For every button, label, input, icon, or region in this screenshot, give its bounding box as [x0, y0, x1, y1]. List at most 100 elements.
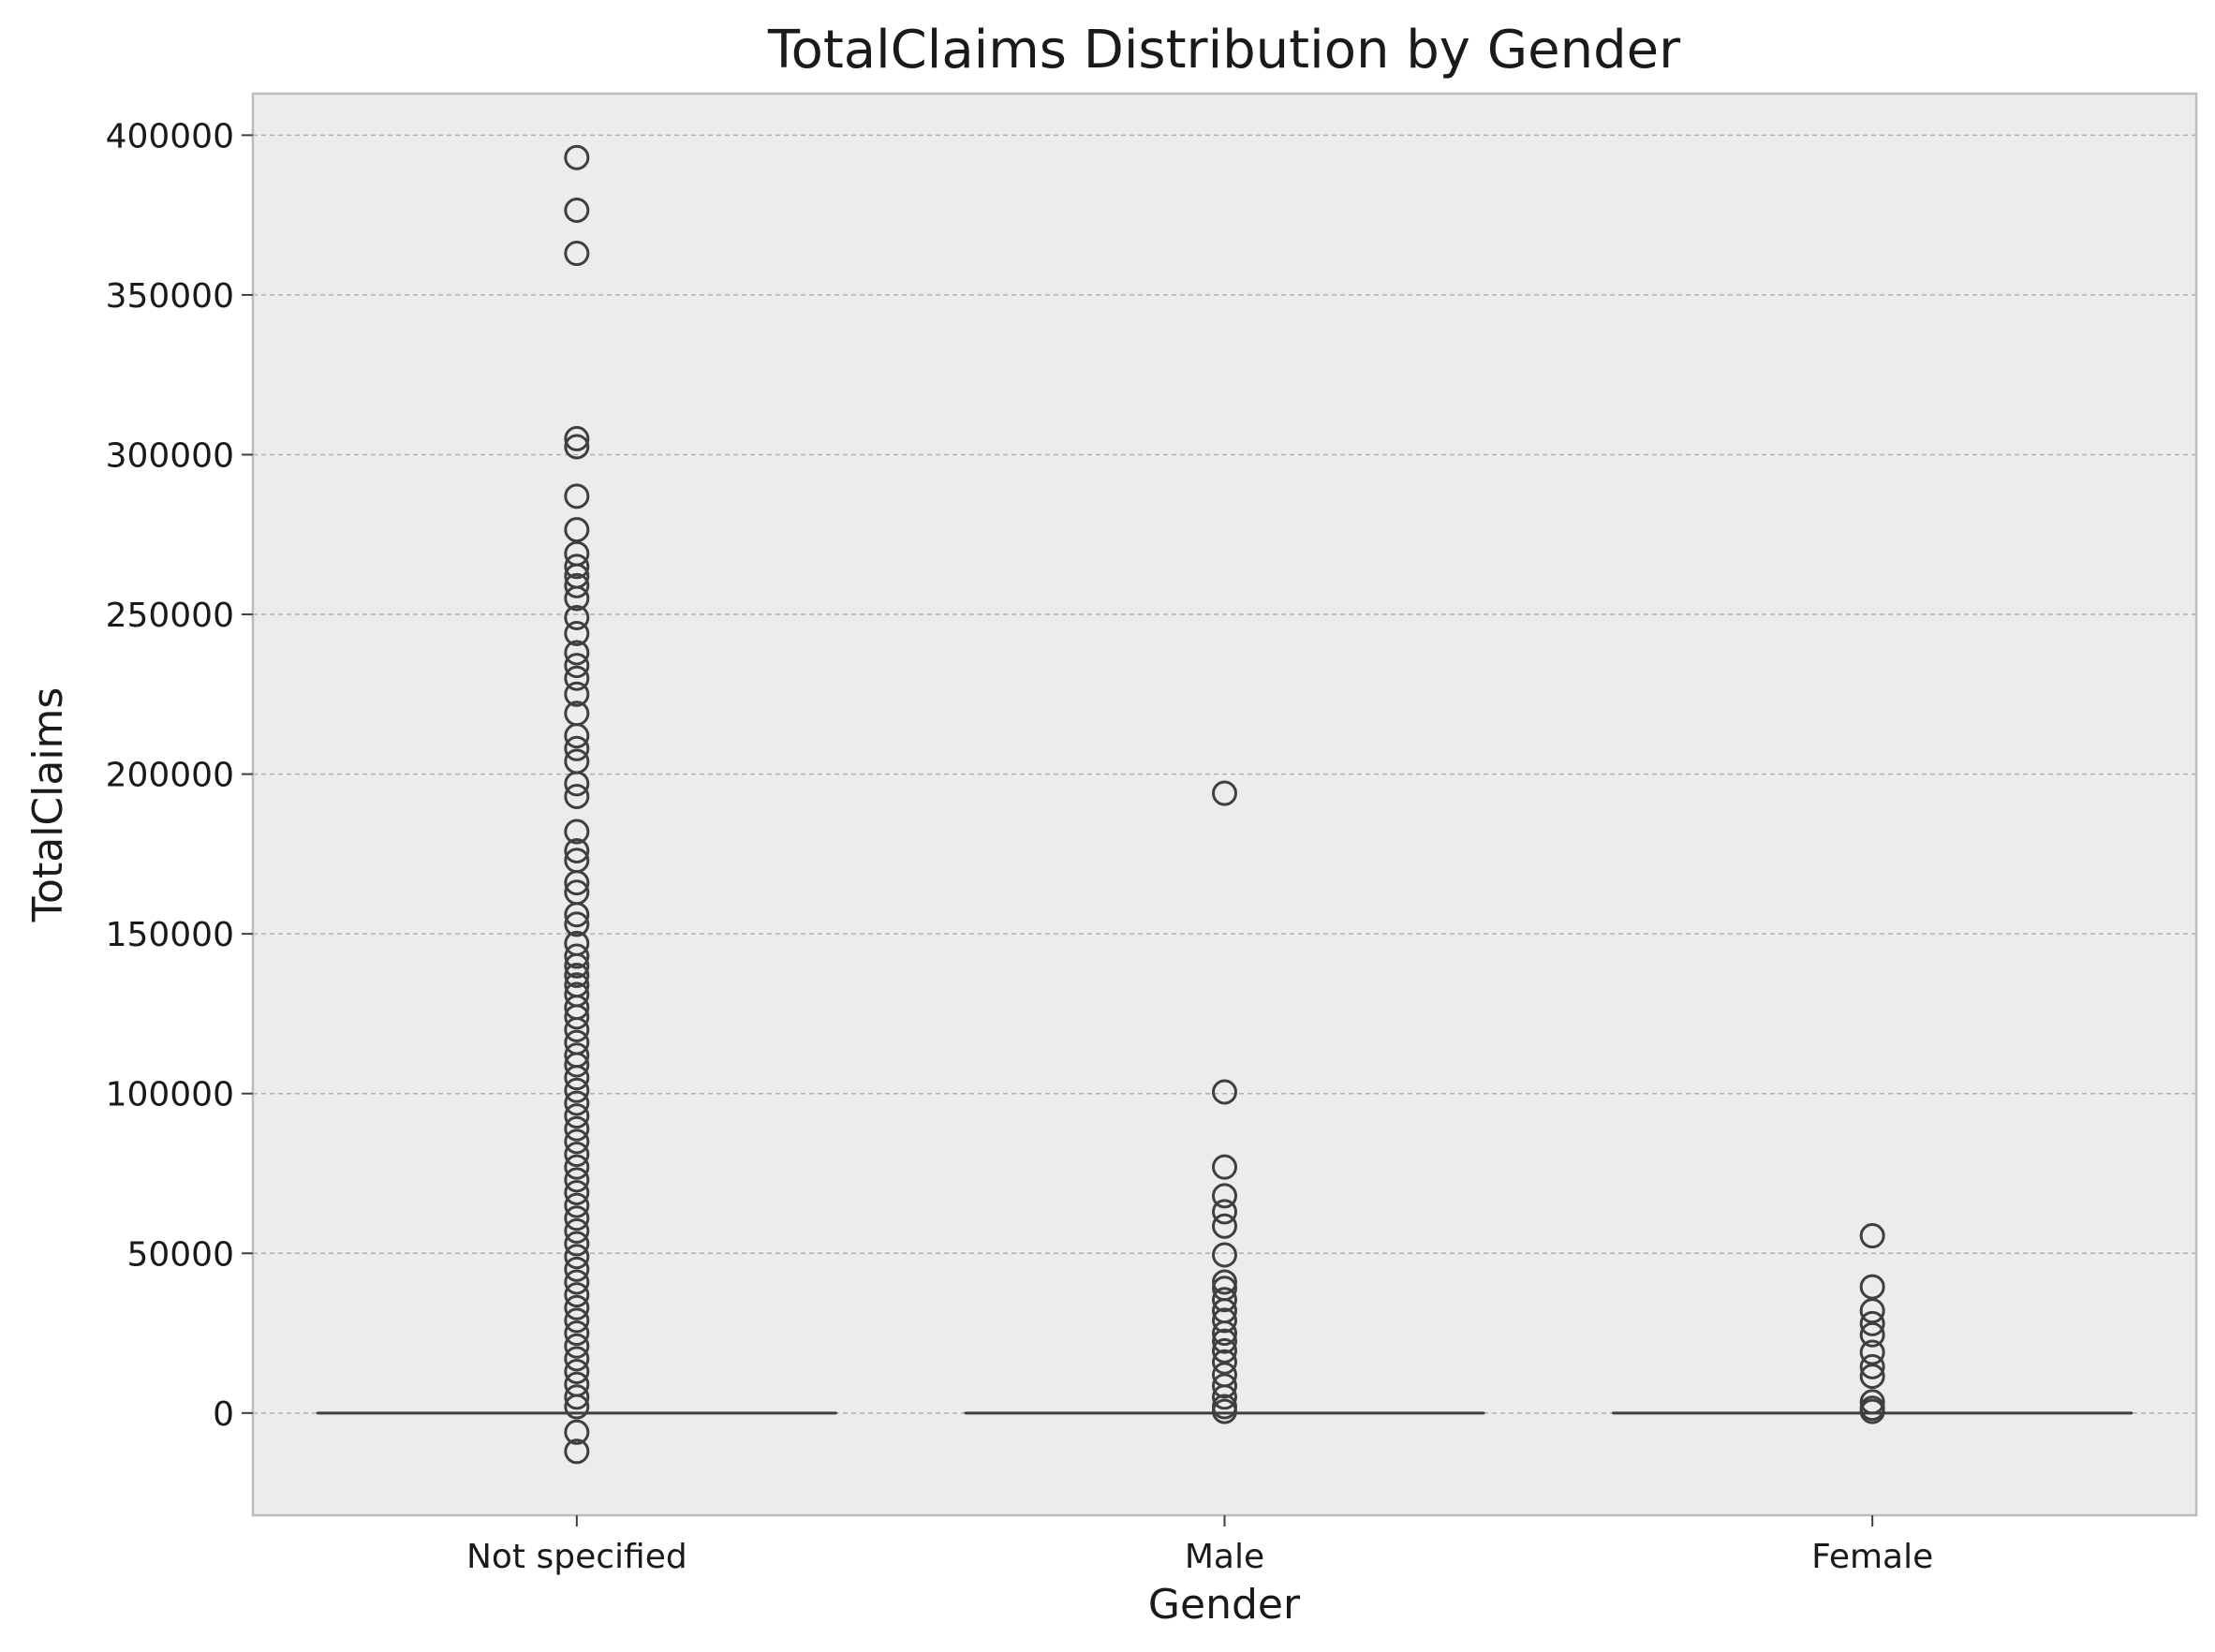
- outlier-point: [1212, 780, 1237, 806]
- outlier-point: [564, 1269, 590, 1295]
- outlier-point: [564, 771, 590, 797]
- outlier-point: [564, 585, 590, 612]
- outlier-point: [564, 943, 590, 969]
- outlier-point: [564, 1205, 590, 1232]
- outlier-point: [564, 1065, 590, 1091]
- outlier-point: [1859, 1339, 1885, 1365]
- outlier-point: [1859, 1298, 1885, 1324]
- outliers: [564, 144, 1885, 1465]
- outlier-point: [1212, 1287, 1237, 1313]
- outlier-point: [564, 1179, 590, 1205]
- outlier-point: [564, 1128, 590, 1155]
- outlier-point: [564, 819, 590, 845]
- outlier-point: [564, 1142, 590, 1168]
- y-tick-label: 50000: [126, 1235, 234, 1274]
- outlier-point: [564, 1256, 590, 1282]
- outlier-point: [564, 1294, 590, 1320]
- outlier-point: [564, 902, 590, 928]
- outlier-point: [1212, 1384, 1237, 1410]
- outlier-point: [564, 1090, 590, 1116]
- x-axis-ticks: Not specified Male Female: [466, 1515, 1933, 1576]
- outlier-point: [564, 870, 590, 896]
- y-axis-ticks: 0 50000 100000 150000 200000 250000 300000 3500…: [106, 117, 253, 1434]
- outlier-point: [564, 1154, 590, 1180]
- outlier-point: [1859, 1398, 1885, 1424]
- outlier-point: [564, 434, 590, 460]
- outlier-point: [564, 1346, 590, 1372]
- outlier-point: [1212, 1337, 1237, 1364]
- y-axis-label: TotalClaims: [24, 687, 72, 923]
- outlier-point: [564, 1004, 590, 1030]
- outlier-point: [564, 1167, 590, 1193]
- outlier-point: [564, 1103, 590, 1129]
- chart-title: TotalClaims Distribution by Gender: [767, 20, 1681, 81]
- outlier-point: [564, 144, 590, 170]
- outlier-point: [564, 198, 590, 224]
- outlier-point: [564, 517, 590, 543]
- y-tick-label: 150000: [106, 916, 234, 954]
- outlier-point: [1212, 1373, 1237, 1399]
- outlier-point: [1859, 1321, 1885, 1348]
- outlier-point: [564, 963, 590, 989]
- outlier-point: [1212, 1320, 1237, 1347]
- outlier-point: [564, 1384, 590, 1410]
- outlier-point: [564, 1016, 590, 1042]
- outlier-point: [564, 1244, 590, 1270]
- x-tick-label: Male: [1185, 1538, 1264, 1576]
- outlier-point: [1212, 1307, 1237, 1334]
- outlier-point: [1212, 1199, 1237, 1225]
- outlier-point: [1212, 1269, 1237, 1295]
- outlier-point: [564, 425, 590, 451]
- outlier-point: [1212, 1079, 1237, 1105]
- outlier-point: [564, 1333, 590, 1359]
- outlier-point: [1859, 1274, 1885, 1300]
- gridlines: [253, 134, 2196, 1414]
- outlier-point: [564, 952, 590, 979]
- outlier-point: [1212, 1183, 1237, 1209]
- outlier-point: [564, 837, 590, 863]
- outlier-point: [564, 735, 590, 761]
- outlier-point: [564, 653, 590, 679]
- outlier-point: [1859, 1353, 1885, 1379]
- y-tick-label: 100000: [106, 1076, 234, 1114]
- y-tick-label: 0: [213, 1395, 234, 1434]
- x-tick-label: Not specified: [466, 1538, 687, 1576]
- outlier-point: [564, 572, 590, 598]
- x-axis-label: Gender: [1148, 1581, 1301, 1629]
- y-tick-label: 200000: [106, 757, 234, 795]
- x-tick-label: Female: [1811, 1538, 1933, 1576]
- outlier-point: [1212, 1398, 1237, 1424]
- outlier-point: [564, 1231, 590, 1257]
- outlier-point: [564, 1320, 590, 1347]
- outlier-point: [564, 483, 590, 509]
- outlier-point: [1212, 1328, 1237, 1354]
- outlier-point: [564, 1217, 590, 1244]
- outlier-point: [564, 723, 590, 749]
- outlier-point: [1859, 1310, 1885, 1336]
- outlier-point: [564, 1394, 590, 1420]
- outlier-point: [564, 665, 590, 691]
- y-tick-label: 400000: [106, 117, 234, 155]
- outlier-point: [564, 1358, 590, 1384]
- outlier-point: [1859, 1389, 1885, 1415]
- outlier-point: [564, 783, 590, 809]
- outlier-point: [564, 1077, 590, 1103]
- outlier-point: [564, 604, 590, 630]
- outlier-point: [1859, 1364, 1885, 1390]
- outlier-point: [564, 241, 590, 267]
- outlier-point: [564, 1192, 590, 1218]
- outlier-point: [564, 640, 590, 666]
- outlier-point: [564, 1282, 590, 1308]
- outlier-point: [1212, 1213, 1237, 1239]
- y-tick-label: 350000: [106, 277, 234, 316]
- outlier-point: [1212, 1154, 1237, 1180]
- outlier-point: [564, 1115, 590, 1142]
- outlier-point: [564, 1438, 590, 1465]
- outlier-point: [1212, 1349, 1237, 1375]
- outlier-point: [564, 681, 590, 707]
- y-tick-label: 300000: [106, 436, 234, 475]
- outlier-point: [564, 1307, 590, 1334]
- outlier-point: [564, 1052, 590, 1078]
- outlier-point: [564, 911, 590, 937]
